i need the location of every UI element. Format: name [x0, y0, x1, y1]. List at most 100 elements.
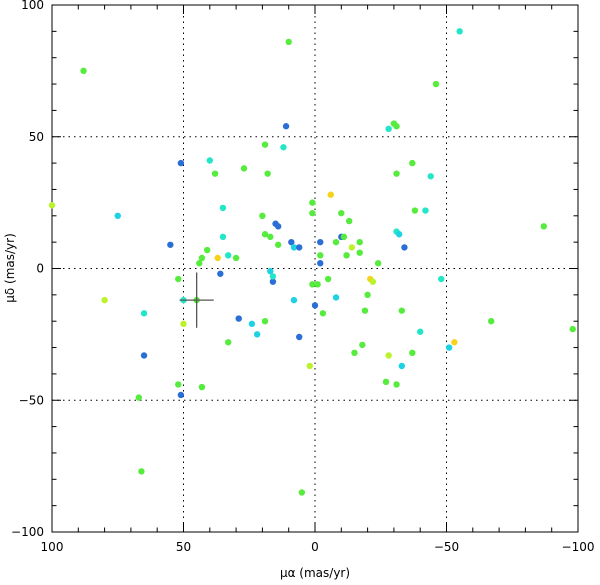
data-point: [309, 281, 316, 288]
data-point: [345, 217, 353, 225]
x-tick-label: 100: [41, 540, 64, 554]
data-point: [540, 223, 548, 230]
data-point: [306, 362, 313, 370]
data-point: [374, 260, 382, 267]
y-tick-label: 50: [29, 130, 44, 144]
y-axis-title: μδ (mas/yr): [3, 233, 17, 303]
data-point: [456, 28, 463, 35]
data-point: [427, 173, 434, 180]
data-point: [359, 341, 366, 349]
data-point: [332, 238, 340, 246]
data-point: [340, 233, 348, 241]
data-point: [338, 209, 345, 217]
data-point: [296, 244, 303, 251]
data-point: [219, 204, 227, 212]
data-point: [203, 246, 211, 254]
data-point: [196, 260, 203, 267]
data-point: [395, 231, 403, 238]
y-tick-label: 100: [21, 0, 44, 12]
data-point: [175, 275, 182, 283]
data-point: [140, 352, 148, 359]
data-point: [80, 67, 87, 75]
data-point: [206, 157, 213, 164]
data-point: [290, 244, 298, 251]
data-point: [438, 275, 445, 283]
data-point: [290, 296, 298, 304]
data-point: [351, 349, 358, 357]
data-points: [48, 28, 576, 496]
x-tick-labels: 100 50 0 −50 −100: [41, 540, 595, 554]
data-point: [219, 233, 227, 241]
data-point: [422, 207, 429, 214]
data-point: [324, 275, 332, 283]
data-point: [274, 241, 282, 248]
data-point: [211, 170, 219, 177]
data-point: [282, 123, 290, 130]
data-point: [393, 123, 400, 130]
data-point: [288, 238, 295, 246]
x-axis-title: μα (mas/yr): [280, 566, 350, 580]
data-point: [569, 325, 576, 333]
y-tick-label: −100: [11, 525, 44, 539]
data-point: [348, 244, 356, 251]
data-point: [317, 252, 324, 259]
data-point: [343, 252, 350, 259]
data-point: [309, 199, 316, 206]
x-tick-label: −100: [562, 540, 595, 554]
plot-frame: [51, 4, 579, 533]
data-point: [393, 170, 400, 177]
data-point: [285, 38, 292, 46]
data-point: [269, 278, 277, 285]
reference-error-cross: [179, 272, 214, 328]
data-point: [177, 159, 185, 167]
data-point: [314, 281, 321, 288]
data-point: [317, 238, 324, 246]
data-point: [198, 254, 206, 262]
data-point: [101, 296, 108, 304]
data-point: [332, 294, 340, 301]
data-point: [180, 320, 187, 328]
x-tick-label: 0: [311, 540, 319, 554]
data-point: [217, 270, 224, 277]
data-point: [327, 191, 334, 198]
data-point: [267, 233, 274, 241]
data-point: [280, 144, 287, 151]
data-point: [309, 209, 316, 217]
data-point: [488, 318, 495, 325]
data-point: [356, 249, 363, 256]
data-point: [369, 278, 377, 285]
data-point: [269, 273, 277, 280]
data-point: [445, 344, 453, 351]
data-point: [140, 310, 148, 317]
data-point: [361, 307, 369, 314]
data-point: [259, 212, 266, 219]
data-point: [135, 394, 142, 401]
data-point: [296, 333, 303, 341]
data-point: [356, 238, 363, 246]
data-point: [385, 352, 392, 359]
data-point: [48, 202, 56, 209]
data-point: [198, 383, 206, 391]
data-point: [225, 339, 232, 346]
axis-ticks: [51, 4, 579, 533]
data-point: [298, 489, 306, 496]
data-point: [417, 328, 424, 335]
data-point: [261, 231, 269, 238]
data-point: [382, 378, 390, 386]
data-point: [240, 165, 248, 172]
data-point: [411, 207, 419, 214]
data-point: [261, 318, 269, 325]
data-point: [253, 331, 261, 338]
data-point: [432, 80, 440, 88]
data-point: [393, 381, 400, 388]
data-point: [167, 241, 174, 248]
data-point: [232, 254, 240, 262]
data-point: [138, 468, 145, 475]
data-point: [235, 315, 242, 322]
data-point: [177, 391, 185, 399]
y-tick-label: −50: [19, 393, 44, 407]
data-point: [214, 254, 221, 262]
data-point: [401, 244, 408, 251]
data-point: [175, 381, 182, 388]
